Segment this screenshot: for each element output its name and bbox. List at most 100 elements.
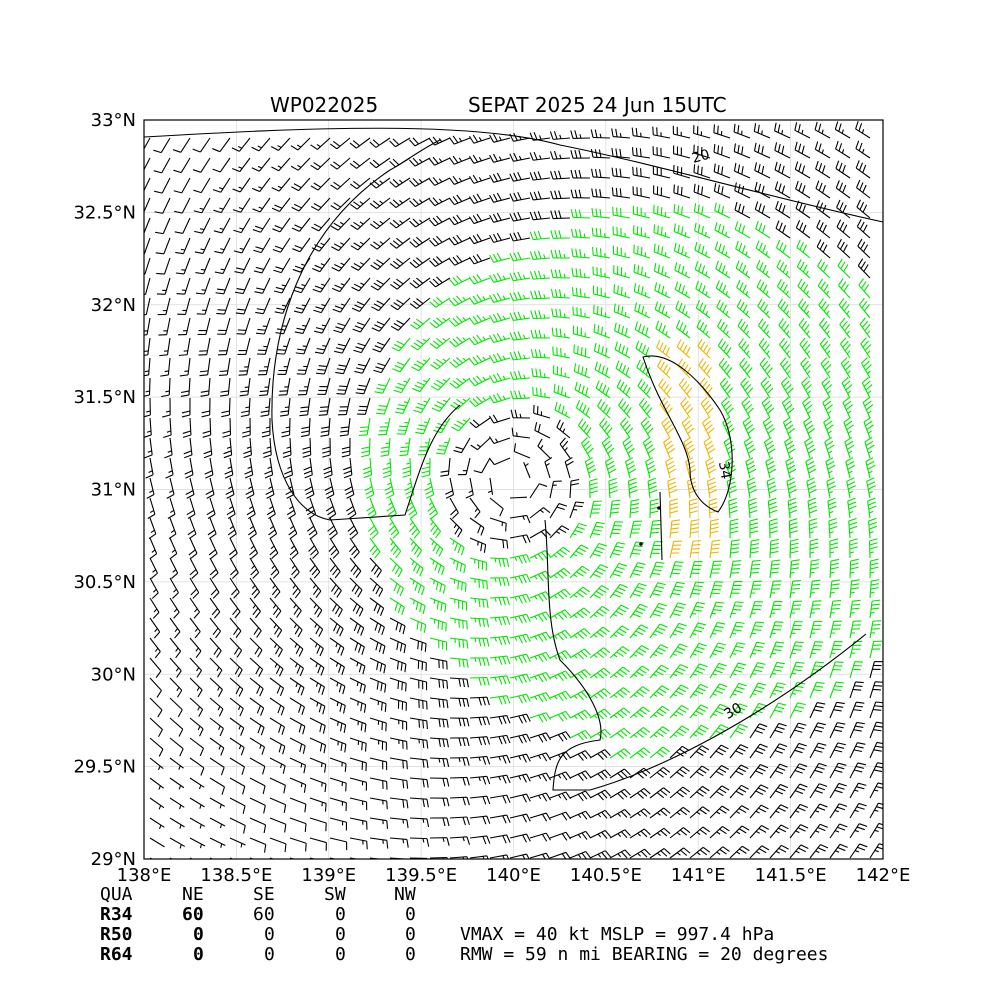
wind-barb <box>815 180 831 199</box>
wind-barb <box>327 517 338 540</box>
wind-barb <box>153 137 171 154</box>
wind-barb <box>669 519 681 539</box>
wind-barb <box>240 397 251 418</box>
wind-barb <box>291 197 311 212</box>
wind-barb <box>303 457 313 479</box>
wind-barb <box>489 754 511 764</box>
wind-barb <box>667 477 678 499</box>
wind-barb <box>869 579 880 599</box>
wind-barb <box>806 477 817 499</box>
wind-barb <box>223 437 233 459</box>
wind-barb <box>369 197 391 209</box>
wind-barb <box>656 339 671 359</box>
wind-barb <box>249 737 266 755</box>
wind-barb <box>489 192 511 203</box>
wind-barb <box>795 220 811 239</box>
wind-barb <box>412 377 431 393</box>
wind-barb <box>689 745 710 759</box>
table-header-qua: QUA <box>100 884 133 905</box>
wind-barb <box>428 156 451 166</box>
wind-barb <box>469 696 490 706</box>
wind-barb <box>269 797 287 813</box>
lat-tick-label: 33°N <box>91 110 136 131</box>
wind-barb <box>384 477 395 499</box>
wind-barb <box>614 341 631 359</box>
wind-barb <box>429 617 447 632</box>
wind-barb <box>329 137 351 150</box>
wind-barb <box>509 514 531 524</box>
wind-barb <box>709 539 721 559</box>
wind-barb <box>549 710 572 722</box>
wind-barb <box>289 757 306 774</box>
wind-barb <box>429 337 451 349</box>
wind-barb <box>729 764 749 779</box>
wind-barb <box>370 277 391 291</box>
wind-barb <box>149 677 162 698</box>
wind-barb <box>549 650 572 661</box>
wind-barb <box>331 257 351 272</box>
wind-barb <box>406 497 418 520</box>
wind-barb <box>489 714 511 725</box>
wind-barb <box>252 217 271 233</box>
wind-barb <box>609 727 631 739</box>
wind-barb <box>269 777 286 794</box>
wind-barb <box>282 437 292 458</box>
wind-barb <box>449 717 470 727</box>
wind-barb <box>309 717 326 734</box>
wind-barb <box>331 277 351 293</box>
wind-barb <box>264 457 274 479</box>
wind-barb <box>349 157 371 169</box>
wind-barb <box>550 190 571 200</box>
wind-barb <box>549 609 571 621</box>
wind-barb <box>838 278 851 299</box>
wind-barb <box>842 396 854 419</box>
wind-barb <box>409 537 423 558</box>
wind-barb <box>289 537 299 559</box>
wind-barb <box>814 121 831 139</box>
wind-barb <box>589 605 610 619</box>
wind-barb <box>371 317 391 332</box>
wind-barb <box>733 143 751 159</box>
wind-barb <box>228 537 238 560</box>
wind-barb <box>529 483 548 499</box>
wind-barb <box>669 664 689 679</box>
wind-barb <box>429 577 446 594</box>
wind-barb <box>781 397 795 419</box>
wind-barb <box>235 277 251 295</box>
wind-barb <box>349 617 365 636</box>
wind-barb <box>729 662 747 679</box>
wind-barb <box>694 261 711 279</box>
wind-barb <box>449 557 466 574</box>
wind-barb <box>449 776 470 786</box>
wind-barb <box>755 220 771 239</box>
wind-barb <box>239 377 251 397</box>
wind-barb <box>212 157 231 173</box>
wind-barb <box>428 136 451 146</box>
wind-barb <box>369 777 388 790</box>
wind-barb <box>573 363 591 379</box>
wind-barb <box>784 436 796 459</box>
wind-barb <box>289 797 307 813</box>
wind-barb <box>635 340 651 359</box>
wind-barb <box>251 137 271 152</box>
wind-barb <box>389 577 404 597</box>
wind-barb <box>489 332 511 344</box>
wind-barb <box>349 657 366 675</box>
wind-barb <box>589 688 611 700</box>
wind-barb <box>593 323 611 339</box>
wind-barb <box>529 631 552 643</box>
wind-barb <box>391 337 411 352</box>
wind-barb <box>149 697 163 718</box>
wind-barb <box>310 197 331 211</box>
wind-barb <box>306 517 318 540</box>
wind-barb <box>204 457 214 479</box>
wind-barb <box>629 686 650 699</box>
wind-barb <box>738 338 751 359</box>
wind-barb <box>779 337 791 359</box>
wind-barb <box>613 265 631 279</box>
wind-barb <box>509 311 531 321</box>
wind-barb <box>549 731 572 742</box>
wind-barb <box>144 297 151 316</box>
wind-barb <box>789 538 799 559</box>
table-header-sw: SW <box>324 884 346 905</box>
